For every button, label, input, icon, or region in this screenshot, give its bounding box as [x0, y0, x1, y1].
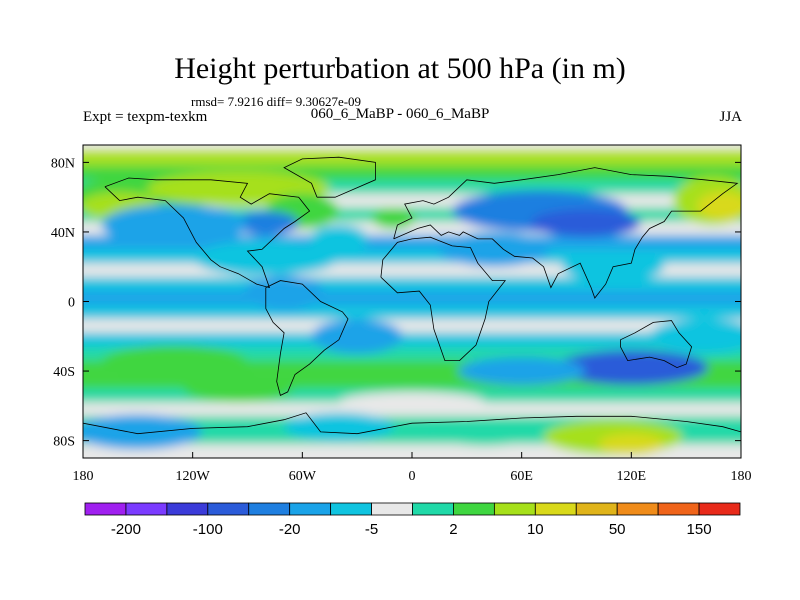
colorbar-label: 50: [609, 521, 626, 538]
field-band: [83, 304, 741, 319]
colorbar-label: -200: [111, 521, 141, 538]
field-band: [83, 318, 741, 333]
x-tick-label: 120W: [176, 469, 211, 484]
y-tick-label: 40S: [53, 365, 75, 380]
x-tick-label: 60E: [510, 469, 533, 484]
y-tick-label: 40N: [51, 226, 75, 241]
colorbar-swatch: [698, 502, 741, 516]
field-anomaly: [554, 350, 709, 385]
colorbar-swatch: [330, 502, 372, 516]
coastline: [620, 320, 693, 369]
coastline: [283, 156, 376, 198]
field-anomaly: [338, 391, 486, 413]
field-anomaly: [232, 211, 299, 236]
experiment-label: Expt = texpm-texkm: [83, 109, 208, 125]
field-anomaly: [371, 207, 416, 229]
colorbar-swatch: [248, 502, 291, 516]
colorbar-swatch: [616, 502, 659, 516]
colorbar-swatch: [289, 502, 332, 516]
y-tick-label: 0: [68, 296, 75, 311]
colorbar-swatch: [575, 502, 618, 516]
field-anomaly: [311, 318, 403, 354]
field-anomaly: [430, 418, 540, 446]
field-anomaly: [439, 231, 550, 267]
field-anomaly: [243, 275, 325, 311]
field-anomaly: [183, 374, 294, 403]
field-anomaly: [83, 414, 202, 450]
colorbar-label: -20: [279, 521, 301, 538]
colorbar-swatch: [534, 502, 577, 516]
height-field: [83, 145, 741, 458]
colorbar-label: 10: [527, 521, 544, 538]
experiment-name: 060_6_MaBP - 060_6_MaBP: [310, 106, 490, 122]
x-tick-label: 60W: [289, 469, 317, 484]
field-anomaly: [101, 204, 248, 246]
field-anomaly: [697, 191, 741, 220]
y-tick-label: 80N: [51, 156, 75, 171]
y-tick-label: 80S: [53, 435, 75, 450]
x-tick-label: 120E: [617, 469, 647, 484]
axes: 180 120W 60W 0 60E 120E 180 80N 40N 0 40S 80S: [51, 156, 752, 484]
stats-label: rmsd= 7.9216 diff= 9.30627e-09: [191, 94, 362, 109]
field-anomaly: [192, 240, 339, 276]
x-tick-label: 180: [731, 469, 752, 484]
colorbar-swatch: [453, 502, 495, 516]
colorbar: -200 -100 -20 -5 2 10 50 150: [84, 502, 741, 538]
coastline: [83, 412, 741, 435]
colorbar-label: 2: [449, 521, 457, 538]
field-anomaly: [284, 412, 394, 441]
colorbar-swatch: [125, 502, 168, 516]
colorbar-label: 150: [687, 521, 712, 538]
colorbar-swatch: [412, 502, 454, 516]
x-tick-label: 0: [409, 469, 416, 484]
field-band: [83, 151, 741, 166]
colorbar-swatch: [371, 502, 413, 516]
field-band: [83, 291, 741, 305]
field-anomaly: [530, 209, 641, 238]
x-tick-label: 180: [73, 469, 94, 484]
field-anomaly: [309, 224, 369, 253]
season-label: JJA: [719, 109, 742, 125]
coastline: [265, 280, 349, 396]
chart-title: Height perturbation at 500 hPa (in m): [174, 52, 626, 85]
field-band: [83, 332, 741, 347]
colorbar-label: -5: [365, 521, 378, 538]
colorbar-swatch: [493, 502, 536, 516]
field-anomaly: [649, 318, 741, 354]
colorbar-swatch: [84, 502, 127, 516]
colorbar-label: -100: [193, 521, 223, 538]
field-band: [83, 277, 741, 292]
colorbar-swatch: [657, 502, 700, 516]
field-anomaly: [457, 357, 586, 385]
coastlines: [83, 156, 741, 435]
coastline: [393, 167, 739, 299]
field-anomaly: [598, 433, 665, 455]
colorbar-swatch: [166, 502, 209, 516]
coastline: [104, 177, 311, 289]
field-anomaly: [101, 344, 248, 380]
colorbar-swatch: [207, 502, 250, 516]
coastline: [380, 236, 507, 362]
